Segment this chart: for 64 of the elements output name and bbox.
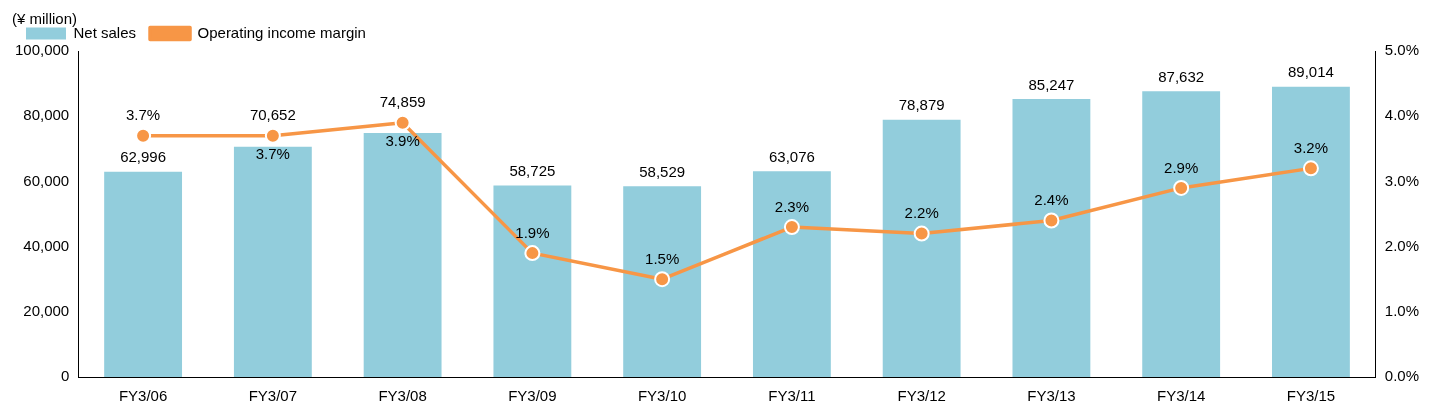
- y2-tick-label: 4.0%: [1384, 106, 1420, 124]
- y2-tick-label: 1.0%: [1384, 301, 1420, 319]
- x-tick-label: FY3/08: [378, 387, 427, 405]
- x-tick-label: FY3/14: [1156, 387, 1206, 405]
- data-label: 2.9%: [1164, 158, 1199, 176]
- bar: [752, 171, 831, 377]
- point: [524, 245, 541, 262]
- y2-tick-label: 2.0%: [1384, 236, 1420, 254]
- y2-tick-label: 5.0%: [1384, 41, 1420, 59]
- data-label: 1.5%: [645, 249, 680, 267]
- x-tick-label: FY3/13: [1027, 387, 1076, 405]
- bar: [104, 171, 183, 377]
- data-label: 89,014: [1287, 63, 1334, 81]
- y-tick-label: 20,000: [23, 301, 70, 319]
- point: [783, 219, 800, 236]
- data-label: 3.2%: [1293, 139, 1329, 156]
- point: [394, 114, 411, 131]
- point: [135, 127, 152, 144]
- bar: [1272, 86, 1350, 377]
- y-tick-label: 60,000: [23, 171, 70, 189]
- bar: [1012, 99, 1091, 377]
- data-label: 70,652: [249, 106, 296, 124]
- data-label: 74,859: [379, 93, 426, 111]
- y2-tick-label: 0.0%: [1384, 367, 1420, 385]
- data-label: 3.7%: [126, 106, 161, 124]
- y2-tick-label: 3.0%: [1384, 171, 1420, 189]
- data-label: 62,996: [120, 148, 167, 166]
- bar: [233, 146, 312, 377]
- bar: [1142, 91, 1221, 377]
- x-tick-label: FY3/09: [508, 387, 557, 405]
- point: [913, 225, 930, 242]
- x-tick-label: FY3/11: [768, 387, 816, 405]
- x-tick-label: FY3/07: [248, 387, 298, 405]
- x-tick-label: FY3/10: [637, 387, 687, 405]
- data-label: 58,529: [639, 162, 686, 180]
- x-tick-label: FY3/12: [897, 387, 946, 405]
- y-tick-label: 40,000: [23, 236, 70, 254]
- data-label: 58,725: [509, 162, 556, 180]
- point: [1173, 179, 1190, 196]
- point: [654, 271, 671, 288]
- y-tick-label: 80,000: [23, 106, 70, 124]
- point: [1302, 160, 1319, 177]
- data-label: 63,076: [768, 148, 815, 166]
- bar: [623, 186, 702, 377]
- data-label: 2.4%: [1034, 191, 1069, 209]
- data-label: 2.2%: [904, 204, 939, 222]
- data-label: 3.7%: [255, 145, 290, 163]
- x-tick-label: FY3/06: [118, 387, 168, 405]
- bar: [493, 185, 572, 377]
- data-label: 87,632: [1158, 67, 1205, 85]
- data-label: 1.9%: [515, 223, 550, 241]
- y-axis-title: (¥ million): [12, 9, 78, 27]
- data-label: 78,879: [898, 96, 945, 114]
- legend-label: Operating income margin: [197, 23, 366, 41]
- data-label: 2.3%: [774, 197, 809, 215]
- data-label: 85,247: [1028, 75, 1075, 93]
- y-tick-label: 0: [60, 367, 70, 385]
- x-tick-label: FY3/15: [1286, 387, 1336, 405]
- point: [264, 127, 281, 144]
- bar: [882, 119, 961, 377]
- data-label: 3.9%: [385, 132, 420, 150]
- point: [1043, 212, 1060, 229]
- bar: [363, 132, 442, 377]
- y-tick-label: 100,000: [14, 41, 70, 59]
